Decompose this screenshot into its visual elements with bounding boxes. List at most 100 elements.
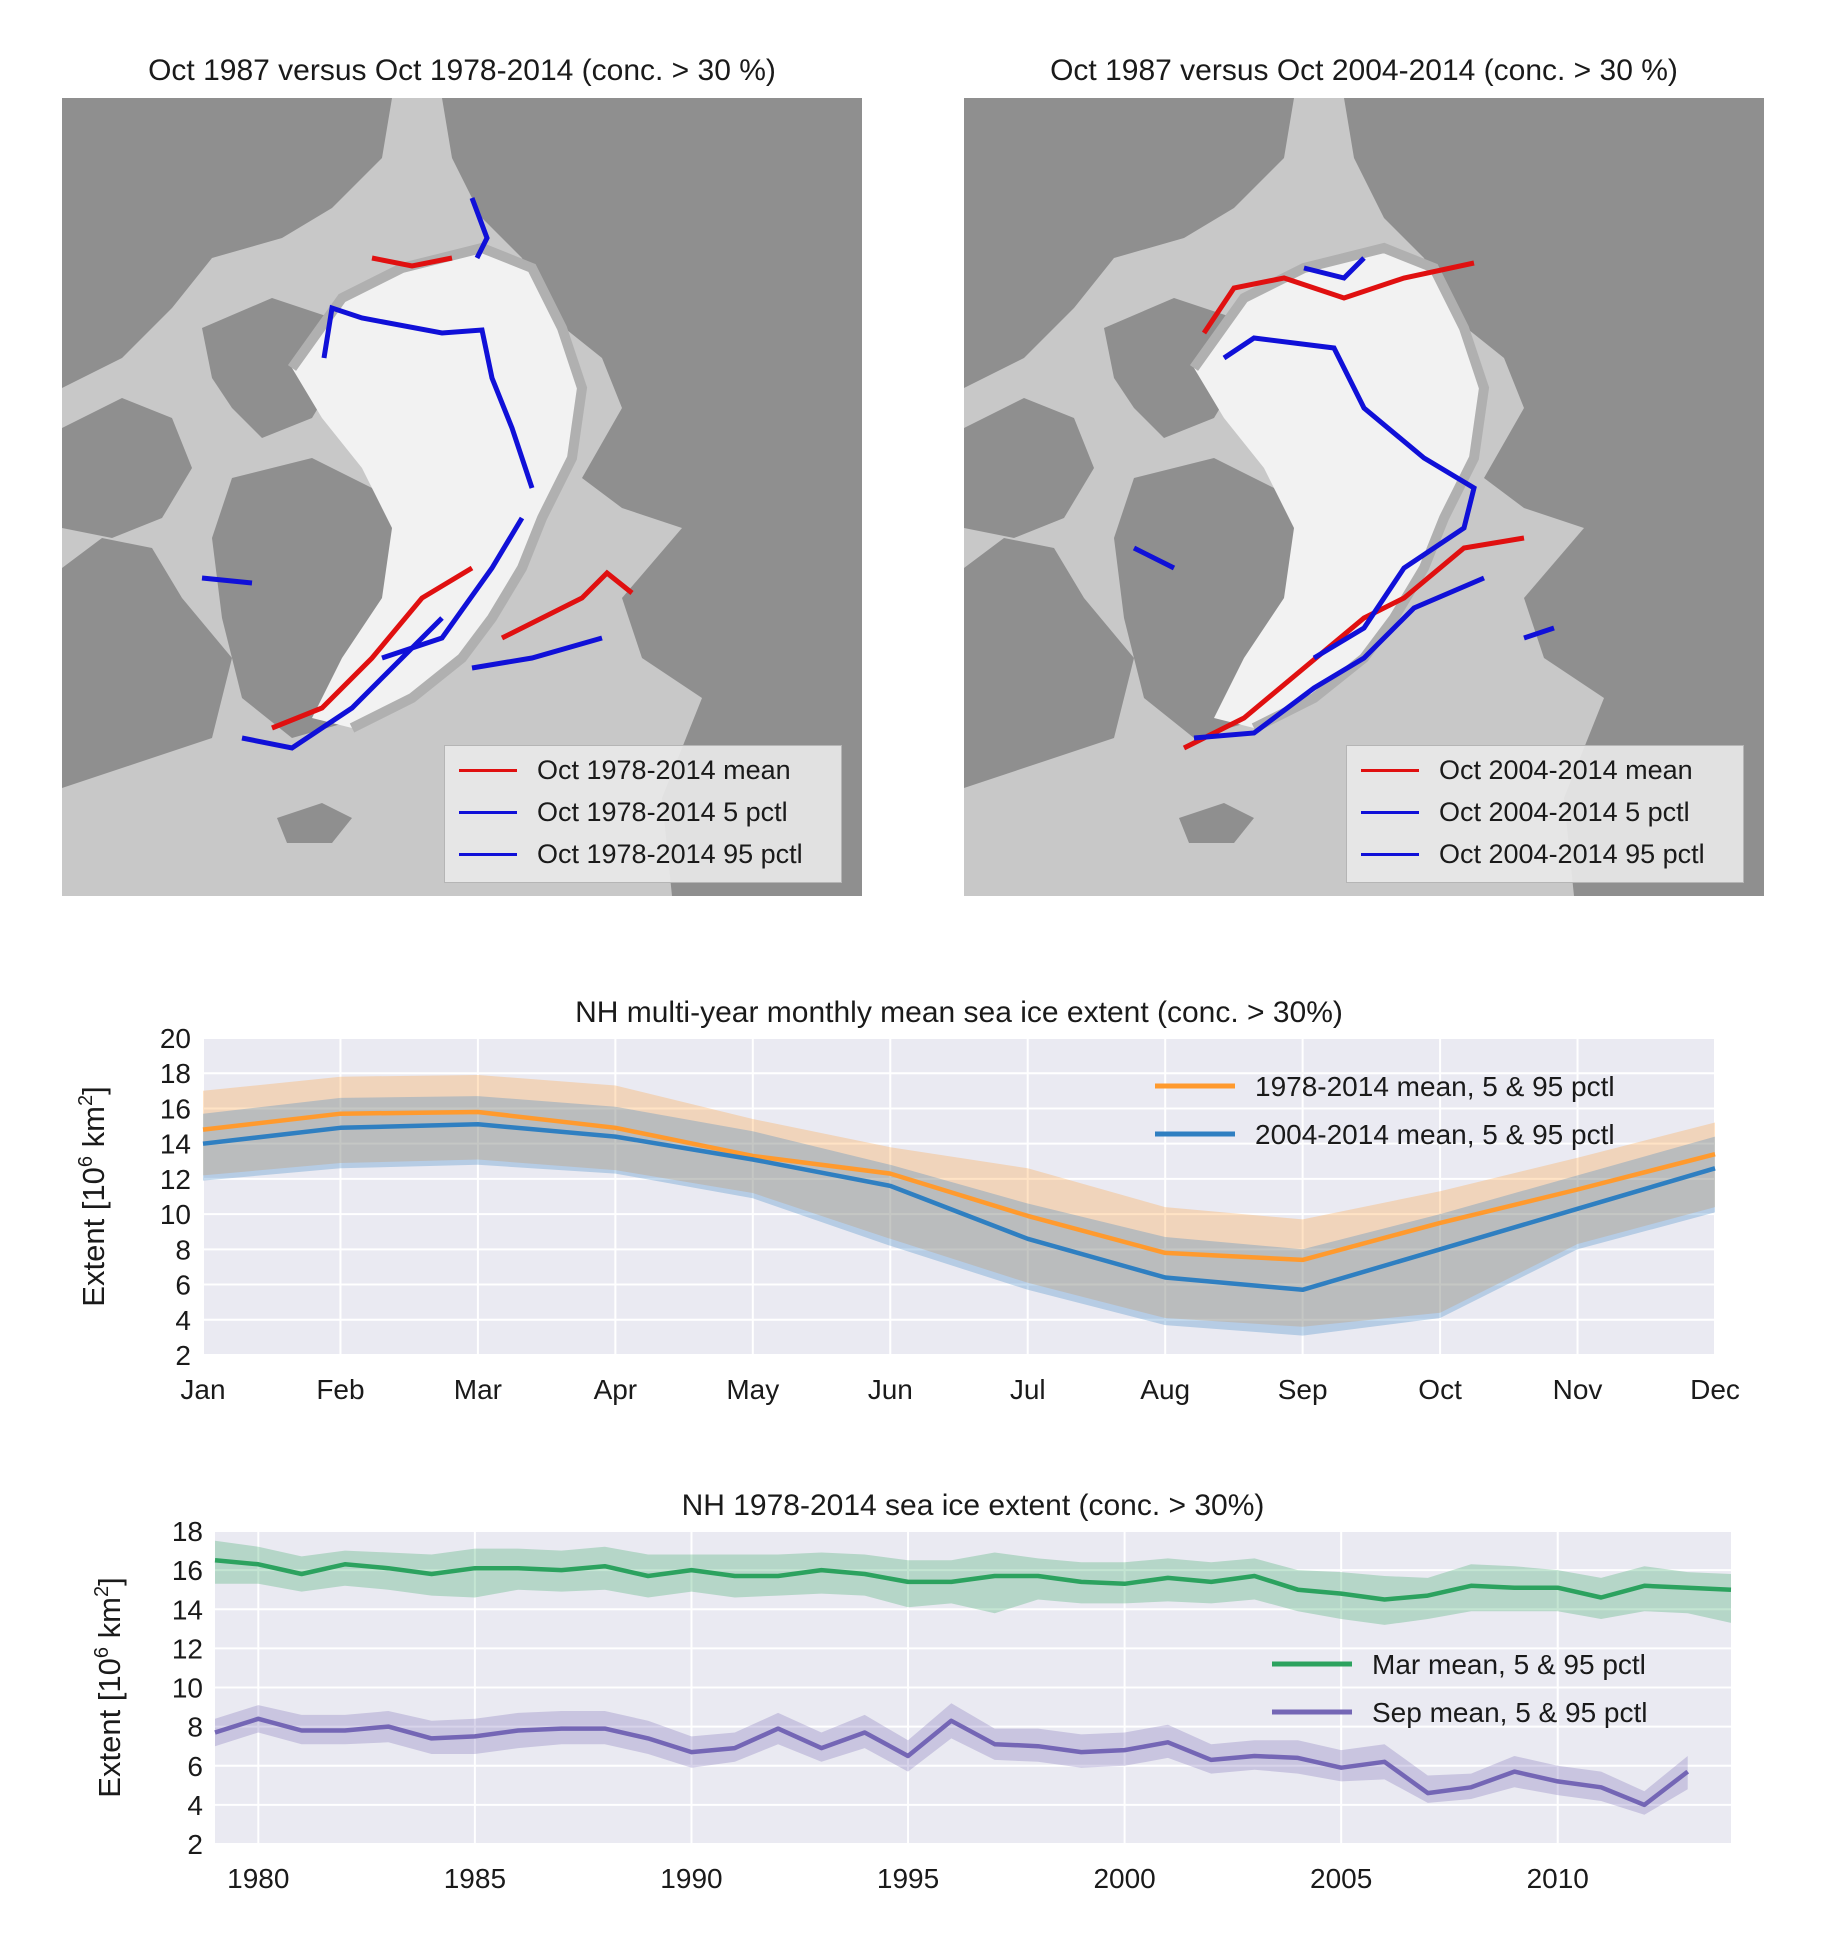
y-tick-label: 8	[187, 1712, 203, 1743]
monthly-extent-chart: NH multi-year monthly mean sea ice exten…	[75, 996, 1740, 1405]
landmass-iceland	[277, 803, 352, 843]
y-tick-label: 10	[172, 1673, 203, 1704]
y-tick-label: 2	[175, 1340, 191, 1371]
x-tick-label: Jan	[180, 1374, 225, 1405]
x-tick-label: Nov	[1553, 1374, 1603, 1405]
x-tick-label: Apr	[594, 1374, 638, 1405]
mean-contour-segment	[371, 255, 453, 269]
y-tick-label: 4	[187, 1790, 203, 1821]
y-tick-label: 16	[160, 1093, 191, 1124]
y-tick-label: 4	[175, 1305, 191, 1336]
p95-contour-segment	[1193, 575, 1485, 741]
legend-swatch	[1361, 852, 1419, 856]
mean-contour-segment	[271, 565, 474, 731]
legend-swatch	[1361, 810, 1419, 814]
map-title-1: Oct 1987 versus Oct 1978-2014 (conc. > 3…	[148, 54, 776, 87]
y-tick-label: 18	[172, 1516, 203, 1547]
map-legend-1: Oct 1978-2014 mean Oct 1978-2014 5 pctl …	[444, 745, 842, 883]
annual-extent-chart: NH 1978-2014 sea ice extent (conc. > 30%…	[91, 1489, 1732, 1894]
p95-contour-segment	[241, 616, 444, 751]
legend-label: Oct 2004-2014 mean	[1439, 754, 1693, 785]
legend-label: 2004-2014 mean, 5 & 95 pctl	[1255, 1119, 1615, 1150]
legend-swatch	[459, 852, 517, 856]
chart-title: NH 1978-2014 sea ice extent (conc. > 30%…	[682, 1489, 1265, 1522]
landmass-archipelago	[1104, 298, 1244, 438]
y-tick-label: 10	[160, 1199, 191, 1230]
p95-contour-segment	[469, 197, 490, 260]
sea-ice-cover	[292, 248, 582, 728]
legend-swatch	[459, 768, 517, 772]
legend-item-p95: Oct 1978-2014 95 pctl	[445, 834, 803, 874]
y-tick-label: 2	[187, 1829, 203, 1860]
x-tick-label: 1985	[444, 1863, 506, 1894]
legend-item-mean: Oct 2004-2014 mean	[1347, 750, 1693, 790]
y-axis-label: Extent [106 km2]	[75, 1086, 111, 1306]
landmass-north-america	[964, 98, 1294, 388]
y-tick-label: 8	[175, 1234, 191, 1265]
y-tick-label: 16	[172, 1555, 203, 1586]
x-tick-label: Feb	[316, 1374, 364, 1405]
x-tick-label: 1980	[227, 1863, 289, 1894]
x-tick-label: 2000	[1093, 1863, 1155, 1894]
y-tick-label: 12	[172, 1633, 203, 1664]
landmass-archipelago	[202, 298, 342, 438]
legend-label: Oct 1978-2014 mean	[537, 754, 791, 785]
x-tick-label: 1990	[660, 1863, 722, 1894]
p95-contour-segment	[1132, 545, 1176, 571]
landmass-hudson-bay-area	[62, 538, 232, 788]
landmass-canada-west	[62, 398, 192, 538]
x-tick-label: Jul	[1010, 1374, 1046, 1405]
p5-contour-segment	[321, 304, 535, 489]
x-tick-label: 1995	[877, 1863, 939, 1894]
legend-item-mean: Oct 1978-2014 mean	[445, 750, 791, 790]
y-tick-label: 12	[160, 1164, 191, 1195]
x-tick-label: Sep	[1278, 1374, 1328, 1405]
legend-label: Oct 2004-2014 95 pctl	[1439, 838, 1705, 869]
legend-label: Oct 2004-2014 5 pctl	[1439, 796, 1690, 827]
legend-swatch	[459, 810, 517, 814]
y-tick-label: 20	[160, 1023, 191, 1054]
series-line	[202, 1109, 1716, 1263]
x-tick-label: Oct	[1418, 1374, 1462, 1405]
pctl-band-ff9a2e	[203, 1075, 1715, 1327]
map-legend-2: Oct 2004-2014 mean Oct 2004-2014 5 pctl …	[1346, 745, 1744, 883]
landmass-hudson-bay-area	[964, 538, 1134, 788]
landmass-iceland	[1179, 803, 1254, 843]
pctl-band-2ca25f	[215, 1540, 1731, 1625]
pctl-band-2f7fc1	[203, 1096, 1715, 1336]
chart-title: NH multi-year monthly mean sea ice exten…	[575, 996, 1343, 1029]
y-axis-label: Extent [106 km2]	[91, 1577, 127, 1797]
p95-contour-segment	[1523, 625, 1555, 641]
legend-item-p5: Oct 1978-2014 5 pctl	[445, 792, 788, 832]
landmass-north-america	[62, 98, 392, 388]
p95-contour-segment	[201, 575, 253, 586]
landmass-canada-west	[964, 398, 1094, 538]
mean-contour-segment	[500, 569, 634, 641]
legend-label: Sep mean, 5 & 95 pctl	[1372, 1697, 1648, 1728]
x-tick-label: 2005	[1310, 1863, 1372, 1894]
x-tick-label: Dec	[1690, 1374, 1740, 1405]
legend-swatch	[1361, 768, 1419, 772]
legend-label: Oct 1978-2014 95 pctl	[537, 838, 803, 869]
y-tick-label: 6	[187, 1751, 203, 1782]
y-tick-label: 6	[175, 1270, 191, 1301]
sea-ice-cover	[1194, 248, 1484, 728]
y-tick-label: 14	[172, 1594, 203, 1625]
p95-contour-segment	[471, 635, 603, 671]
legend-label: Oct 1978-2014 5 pctl	[537, 796, 788, 827]
x-tick-label: Jun	[868, 1374, 913, 1405]
p5-contour-segment	[1303, 256, 1366, 281]
legend-label: Mar mean, 5 & 95 pctl	[1372, 1649, 1646, 1680]
x-tick-label: 2010	[1527, 1863, 1589, 1894]
legend-label: 1978-2014 mean, 5 & 95 pctl	[1255, 1071, 1615, 1102]
map-title-2: Oct 1987 versus Oct 2004-2014 (conc. > 3…	[1050, 54, 1678, 87]
legend-item-p95: Oct 2004-2014 95 pctl	[1347, 834, 1705, 874]
y-tick-label: 18	[160, 1058, 191, 1089]
p5-contour-segment	[1222, 335, 1477, 661]
arctic-map-1	[62, 98, 862, 896]
x-tick-label: Aug	[1140, 1374, 1190, 1405]
x-tick-label: Mar	[454, 1374, 502, 1405]
y-tick-label: 14	[160, 1129, 191, 1160]
mean-contour-segment	[1201, 260, 1475, 335]
x-tick-label: May	[726, 1374, 779, 1405]
